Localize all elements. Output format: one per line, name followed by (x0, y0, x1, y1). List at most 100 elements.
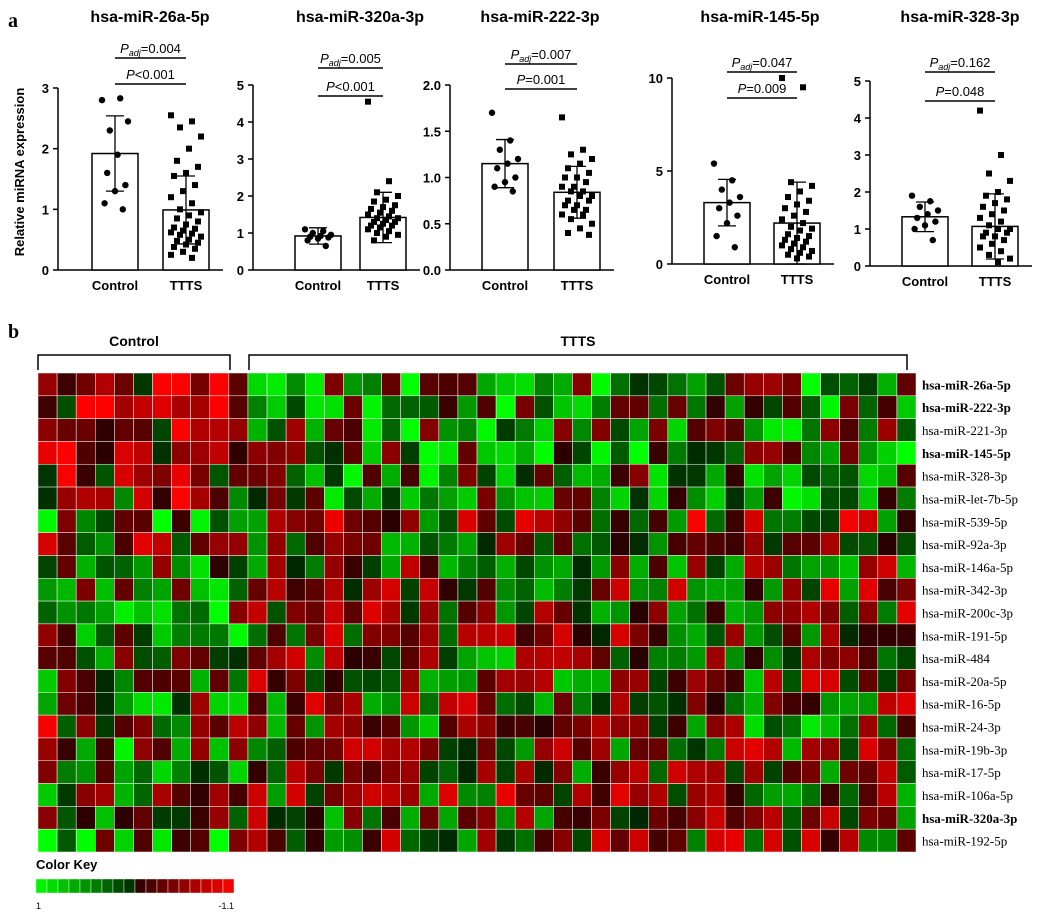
heatmap-cell (572, 760, 592, 784)
heatmap-cell (95, 600, 115, 625)
heatmap-cell (686, 760, 707, 784)
heatmap-cell (667, 783, 688, 807)
heatmap-cell (686, 828, 707, 853)
data-point-ttts (785, 194, 791, 201)
heatmap-cell (858, 714, 879, 739)
heatmap-cell (438, 828, 459, 853)
heatmap-cell (782, 737, 802, 762)
heatmap-cell (133, 532, 153, 556)
heatmap-cell (610, 418, 630, 442)
data-point-ttts (586, 231, 592, 238)
heatmap-cell (133, 692, 153, 716)
heatmap-cell (190, 600, 211, 625)
heatmap-cell (629, 600, 650, 625)
heatmap-cell (438, 692, 459, 716)
y-tick-label: 4 (237, 115, 245, 130)
heatmap-cell (648, 669, 669, 693)
heatmap-cell (228, 372, 249, 397)
heatmap-cell (553, 509, 573, 533)
heatmap-cell (705, 463, 726, 488)
heatmap-cell (591, 578, 611, 602)
heatmap-cell (95, 646, 115, 670)
heatmap-cell (534, 463, 554, 488)
heatmap-cell (896, 828, 917, 853)
heatmap-cell (247, 372, 268, 397)
p-value-label: P=0.009 (738, 81, 787, 96)
heatmap-cell (839, 783, 859, 807)
p-value: <0.001 (335, 79, 375, 94)
data-point-ttts (809, 182, 815, 189)
heatmap-cell (495, 486, 516, 511)
heatmap-cell (667, 555, 688, 579)
heatmap-cell (381, 828, 401, 853)
heatmap-cell (763, 760, 783, 784)
heatmap-cell (247, 395, 268, 419)
heatmap-cell (362, 806, 382, 830)
heatmap-cell (763, 395, 783, 419)
color-key-swatch (178, 878, 191, 894)
heatmap-cell (686, 532, 707, 556)
heatmap-cell (648, 646, 669, 670)
heatmap-cell (266, 828, 287, 853)
data-point-ttts (980, 203, 986, 210)
heatmap-cell (553, 418, 573, 442)
heatmap-cell (190, 509, 211, 533)
heatmap-cell (763, 555, 783, 579)
data-point-control (322, 242, 329, 250)
heatmap-cell (362, 737, 382, 762)
heatmap-cell (820, 395, 840, 419)
heatmap-cell (667, 669, 688, 693)
data-point-ttts (983, 229, 989, 236)
heatmap-cell (858, 555, 879, 579)
heatmap-cell (782, 669, 802, 693)
heatmap-cell (247, 806, 268, 830)
data-point-ttts (800, 220, 806, 227)
heatmap-cell (610, 806, 630, 830)
heatmap-cell (514, 372, 535, 397)
heatmap-cell (667, 395, 688, 419)
control-group-label: Control (109, 333, 159, 349)
heatmap-cell (133, 395, 153, 419)
heatmap-cell (743, 532, 764, 556)
heatmap-cell (896, 463, 917, 488)
p-subscript: adj (519, 54, 532, 64)
heatmap-cell (896, 760, 917, 784)
data-point-control (106, 127, 114, 134)
heatmap-cell (381, 783, 401, 807)
heatmap-cell (877, 395, 898, 419)
p-symbol: P (738, 81, 747, 96)
heatmap-cell (419, 760, 440, 784)
heatmap-cell (705, 600, 726, 625)
heatmap-cell (56, 578, 77, 602)
data-point-ttts (782, 205, 788, 212)
heatmap-cell (553, 828, 573, 853)
heatmap-cell (457, 509, 478, 533)
row-label: hsa-miR-145-5p (922, 446, 1011, 461)
data-point-ttts (374, 215, 380, 222)
heatmap-cell (877, 578, 898, 602)
heatmap-cell (820, 737, 840, 762)
heatmap-cell (324, 646, 344, 670)
heatmap-cell (763, 578, 783, 602)
data-point-ttts (794, 201, 800, 208)
data-point-ttts (174, 215, 180, 222)
heatmap-cell (209, 806, 230, 830)
heatmap-cell (400, 532, 420, 556)
heatmap-cell (152, 760, 172, 784)
data-point-ttts (195, 218, 201, 225)
data-point-ttts (583, 179, 589, 186)
heatmap-cell (610, 463, 630, 488)
data-point-control (734, 212, 741, 219)
y-tick-label: 3 (42, 81, 49, 96)
heatmap-cell (133, 509, 153, 533)
heatmap-cell (553, 760, 573, 784)
p-value: <0.001 (135, 67, 175, 82)
heatmap-cell (114, 828, 134, 853)
heatmap-cell (247, 714, 268, 739)
heatmap-cell (114, 395, 134, 419)
heatmap-cell (228, 509, 249, 533)
heatmap-cell (400, 714, 420, 739)
y-tick-label: 1.5 (423, 124, 441, 139)
heatmap-cell (476, 783, 497, 807)
